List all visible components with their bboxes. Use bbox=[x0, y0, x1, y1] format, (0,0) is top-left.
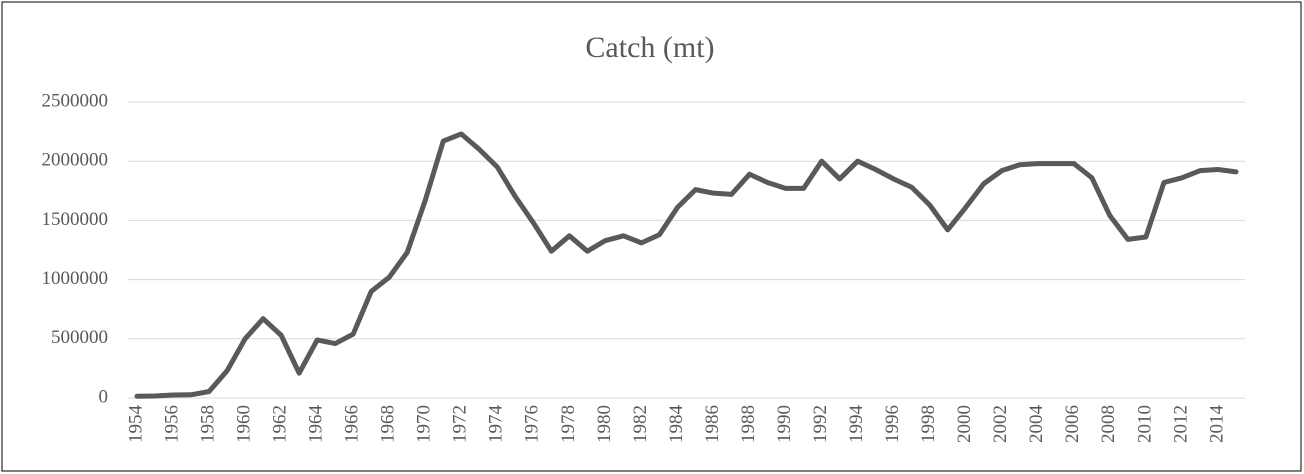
x-tick-label: 1968 bbox=[378, 405, 399, 443]
x-tick-label: 1976 bbox=[522, 405, 543, 443]
x-tick-label: 1970 bbox=[414, 405, 435, 443]
x-tick-label: 1964 bbox=[306, 405, 327, 444]
x-tick-label: 1990 bbox=[774, 405, 795, 443]
line-series bbox=[134, 131, 1239, 399]
x-tick-label: 2012 bbox=[1170, 405, 1191, 443]
x-tick-label: 1986 bbox=[702, 405, 723, 443]
x-tick-label: 1980 bbox=[594, 405, 615, 443]
x-tick-label: 1982 bbox=[630, 405, 651, 443]
x-tick-label: 2004 bbox=[1026, 405, 1047, 444]
x-tick-label: 2014 bbox=[1206, 405, 1227, 444]
x-tick-label: 2008 bbox=[1098, 405, 1119, 443]
x-tick-label: 1978 bbox=[558, 405, 579, 443]
y-tick-label: 1500000 bbox=[42, 209, 109, 230]
x-tick-label: 1956 bbox=[161, 405, 182, 443]
y-tick-label: 0 bbox=[99, 386, 109, 407]
x-tick-label: 1972 bbox=[450, 405, 471, 443]
y-tick-label: 1000000 bbox=[42, 268, 109, 289]
x-tick-label: 1984 bbox=[666, 405, 687, 444]
x-tick-label: 2010 bbox=[1134, 405, 1155, 443]
x-tick-label: 1992 bbox=[810, 405, 831, 443]
x-tick-label: 1998 bbox=[918, 405, 939, 443]
x-tick-label: 2006 bbox=[1062, 405, 1083, 443]
x-tick-label: 1994 bbox=[846, 405, 867, 444]
x-tick-label: 1988 bbox=[738, 405, 759, 443]
x-tick-label: 1954 bbox=[125, 405, 146, 444]
y-tick-label: 2000000 bbox=[42, 150, 109, 171]
y-tick-label: 2500000 bbox=[42, 90, 109, 111]
x-tick-label: 1996 bbox=[882, 405, 903, 443]
x-tick-label: 1962 bbox=[269, 405, 290, 443]
x-tick-label: 1966 bbox=[342, 405, 363, 443]
x-tick-label: 1974 bbox=[486, 405, 507, 444]
x-tick-label: 2002 bbox=[990, 405, 1011, 443]
chart-title: Catch (mt) bbox=[585, 31, 714, 64]
y-tick-label: 500000 bbox=[51, 327, 108, 348]
x-tick-label: 1958 bbox=[197, 405, 218, 443]
x-tick-label: 2000 bbox=[954, 405, 975, 443]
x-tick-label: 1960 bbox=[233, 405, 254, 443]
